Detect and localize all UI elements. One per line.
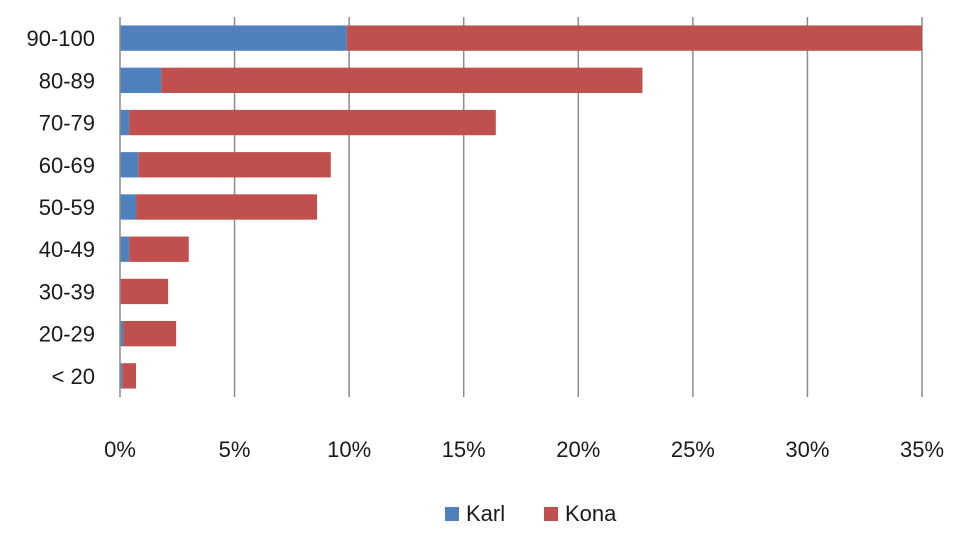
category-label: < 20 bbox=[52, 364, 95, 389]
legend-swatch-kona bbox=[544, 507, 558, 521]
x-tick-label: 35% bbox=[900, 437, 944, 462]
x-tick-label: 30% bbox=[785, 437, 829, 462]
bar-karl-3 bbox=[120, 152, 139, 178]
x-tick-label: 5% bbox=[219, 437, 251, 462]
bar-kona-4 bbox=[136, 194, 318, 220]
category-labels: 90-100 80-89 70-79 60-69 50-59 40-49 30-39 20-2… bbox=[26, 26, 95, 389]
x-tick-labels: 0% 5% 10% 15% 20% 25% 30% 35% bbox=[104, 437, 944, 462]
category-label: 70-79 bbox=[39, 111, 95, 136]
category-label: 80-89 bbox=[39, 68, 95, 93]
x-tick-label: 10% bbox=[327, 437, 371, 462]
bar-kona-6 bbox=[120, 278, 169, 305]
bar-kona-5 bbox=[129, 236, 189, 262]
bar-kona-1 bbox=[161, 67, 643, 93]
legend-swatch-karl bbox=[445, 507, 459, 521]
category-label: 60-69 bbox=[39, 153, 95, 178]
bar-karl-8 bbox=[120, 363, 123, 389]
bar-kona-8 bbox=[122, 363, 137, 389]
bars bbox=[120, 25, 922, 389]
category-label: 30-39 bbox=[39, 279, 95, 304]
bar-karl-0 bbox=[120, 25, 347, 51]
bar-kona-7 bbox=[123, 321, 177, 347]
bar-karl-5 bbox=[120, 236, 130, 262]
bar-kona-0 bbox=[346, 25, 922, 51]
category-label: 90-100 bbox=[26, 26, 95, 51]
x-tick-label: 20% bbox=[556, 437, 600, 462]
bar-karl-7 bbox=[120, 321, 124, 347]
legend-label-karl: Karl bbox=[466, 501, 505, 526]
x-tick-label: 15% bbox=[442, 437, 486, 462]
legend: Karl Kona bbox=[445, 501, 617, 526]
x-tick-label: 0% bbox=[104, 437, 136, 462]
category-label: 20-29 bbox=[39, 322, 95, 347]
bar-karl-1 bbox=[120, 67, 162, 93]
legend-label-kona: Kona bbox=[565, 501, 617, 526]
category-label: 50-59 bbox=[39, 195, 95, 220]
bar-kona-3 bbox=[138, 152, 331, 178]
bar-karl-4 bbox=[120, 194, 137, 220]
category-label: 40-49 bbox=[39, 237, 95, 262]
bar-karl-2 bbox=[120, 109, 130, 136]
x-tick-label: 25% bbox=[671, 437, 715, 462]
bar-kona-2 bbox=[129, 109, 496, 136]
